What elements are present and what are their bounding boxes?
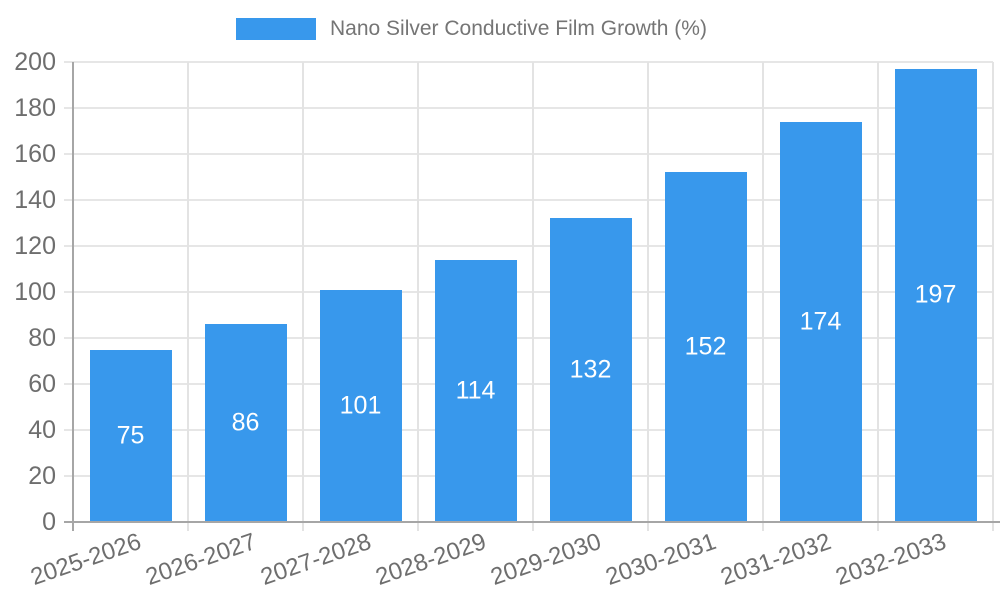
y-gridline	[64, 199, 993, 201]
y-tick-label: 80	[28, 324, 56, 352]
y-gridline	[64, 107, 993, 109]
y-tick-label: 180	[14, 94, 56, 122]
x-tick-label: 2031-2032	[716, 528, 835, 591]
x-gridline	[877, 62, 879, 531]
y-gridline	[64, 291, 993, 293]
bar: 114	[434, 259, 517, 522]
y-gridline	[64, 245, 993, 247]
bar: 132	[549, 218, 632, 522]
x-tick-label: 2029-2030	[486, 528, 605, 591]
bar-value-label: 114	[455, 376, 496, 405]
x-gridline	[417, 62, 419, 531]
bar-value-label: 101	[339, 391, 382, 420]
y-tick-label: 160	[14, 140, 56, 168]
x-gridline	[992, 62, 994, 531]
bar-value-label: 174	[799, 307, 842, 336]
x-gridline	[762, 62, 764, 531]
bar-value-label: 197	[914, 280, 957, 309]
y-tick-label: 20	[28, 462, 56, 490]
x-tick-label: 2026-2027	[141, 528, 260, 591]
bar-value-label: 152	[684, 332, 727, 361]
y-gridline	[64, 383, 993, 385]
y-tick-label: 120	[14, 232, 56, 260]
y-tick-label: 0	[42, 508, 56, 536]
bar-value-label: 86	[231, 408, 260, 437]
bar: 101	[319, 289, 402, 522]
y-gridline	[64, 429, 993, 431]
legend-swatch	[236, 18, 316, 40]
bar-value-label: 75	[116, 421, 145, 450]
x-tick-label: 2032-2033	[831, 528, 950, 591]
legend-label: Nano Silver Conductive Film Growth (%)	[330, 17, 707, 40]
y-tick-label: 40	[28, 416, 56, 444]
y-axis-line	[72, 62, 74, 531]
y-gridline	[64, 153, 993, 155]
x-gridline	[302, 62, 304, 531]
x-gridline	[187, 62, 189, 531]
x-tick-label: 2025-2026	[26, 528, 145, 591]
x-tick-label: 2027-2028	[256, 528, 375, 591]
bar-value-label: 132	[569, 355, 612, 384]
bar: 174	[779, 121, 862, 522]
y-tick-label: 100	[14, 278, 56, 306]
bar: 75	[89, 349, 172, 522]
y-gridline	[64, 61, 993, 63]
x-gridline	[647, 62, 649, 531]
x-tick-label: 2028-2029	[371, 528, 490, 591]
x-tick-label: 2030-2031	[601, 528, 720, 591]
x-axis-line	[64, 521, 1000, 523]
y-gridline	[64, 337, 993, 339]
bar: 197	[894, 68, 977, 522]
chart-legend[interactable]: Nano Silver Conductive Film Growth (%)	[236, 17, 707, 41]
bar: 152	[664, 172, 747, 522]
x-gridline	[532, 62, 534, 531]
y-tick-label: 140	[14, 186, 56, 214]
y-tick-label: 200	[14, 48, 56, 76]
y-gridline	[64, 475, 993, 477]
y-tick-label: 60	[28, 370, 56, 398]
bar: 86	[204, 324, 287, 522]
